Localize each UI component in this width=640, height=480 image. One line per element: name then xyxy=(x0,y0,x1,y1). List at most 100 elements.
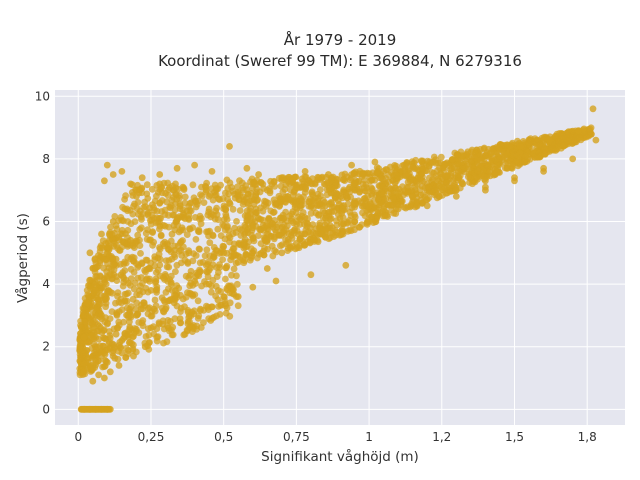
cloud-point xyxy=(149,241,157,249)
data-point xyxy=(130,352,137,360)
cloud-point xyxy=(248,231,256,239)
cloud-point xyxy=(139,288,147,296)
data-point xyxy=(365,218,373,225)
data-point xyxy=(112,330,120,338)
data-points xyxy=(76,105,600,413)
cloud-point xyxy=(328,184,336,192)
cloud-point xyxy=(305,198,313,206)
cloud-point xyxy=(392,184,400,192)
data-point xyxy=(147,324,155,332)
cloud-point xyxy=(315,211,322,219)
cloud-point xyxy=(284,247,291,255)
cloud-point xyxy=(88,353,96,360)
cloud-point xyxy=(242,250,250,258)
cloud-point xyxy=(413,198,421,206)
cloud-point xyxy=(125,318,133,326)
cloud-point xyxy=(107,288,114,296)
data-point xyxy=(109,261,117,269)
cloud-point xyxy=(375,194,382,202)
cloud-point xyxy=(434,159,442,167)
cloud-point xyxy=(233,218,240,225)
cloud-point xyxy=(250,200,258,208)
cloud-point xyxy=(244,201,252,209)
cloud-point xyxy=(177,291,184,299)
data-point xyxy=(400,161,408,169)
cloud-point xyxy=(428,178,436,186)
cloud-point xyxy=(314,230,322,238)
data-point xyxy=(156,180,164,188)
cloud-point xyxy=(129,295,137,303)
cloud-point xyxy=(112,299,119,307)
cloud-point xyxy=(302,183,310,191)
y-axis-ticks: 0 2 4 6 8 10 xyxy=(35,89,50,416)
cloud-point xyxy=(282,226,290,234)
cloud-point xyxy=(130,285,138,293)
data-point xyxy=(234,293,242,300)
cloud-point xyxy=(478,155,486,163)
cloud-point xyxy=(92,346,100,354)
cloud-point xyxy=(96,300,104,308)
cloud-point xyxy=(326,222,334,230)
cloud-point xyxy=(165,211,172,219)
cloud-point xyxy=(160,339,167,347)
cloud-point xyxy=(156,225,163,233)
cloud-point xyxy=(269,252,277,260)
cloud-point xyxy=(209,231,217,239)
cloud-point xyxy=(113,225,121,233)
data-point xyxy=(92,405,100,413)
data-point xyxy=(234,189,242,197)
cloud-point xyxy=(146,275,154,283)
data-point xyxy=(205,205,213,213)
cloud-point xyxy=(296,235,304,243)
data-point xyxy=(252,193,260,200)
data-point xyxy=(322,233,329,241)
cloud-point xyxy=(580,128,588,136)
cloud-point xyxy=(127,265,135,273)
data-point xyxy=(133,186,140,194)
cloud-point xyxy=(99,244,106,252)
cloud-point xyxy=(292,173,300,181)
data-point xyxy=(205,193,213,200)
cloud-point xyxy=(411,183,419,191)
cloud-point xyxy=(346,208,354,216)
x-axis-ticks: 0 0,25 0,5 0,75 1 1,2 1,5 1,8 xyxy=(74,430,596,444)
cloud-point xyxy=(173,191,180,198)
cloud-point xyxy=(189,224,197,232)
cloud-point xyxy=(129,210,137,218)
cloud-point xyxy=(104,319,111,327)
data-point xyxy=(118,337,126,344)
cloud-point xyxy=(361,212,369,220)
y-tick-label: 0 xyxy=(42,402,50,416)
cloud-point xyxy=(402,171,410,179)
cloud-point xyxy=(143,181,151,189)
cloud-point xyxy=(194,297,202,305)
cloud-point xyxy=(208,303,216,311)
cloud-point xyxy=(212,186,220,194)
cloud-point xyxy=(192,236,200,243)
cloud-point xyxy=(174,214,181,222)
data-point xyxy=(511,177,518,185)
data-point xyxy=(109,218,117,225)
cloud-point xyxy=(212,282,220,290)
data-point xyxy=(307,271,315,279)
cloud-point xyxy=(124,289,132,297)
data-point xyxy=(176,202,184,210)
cloud-point xyxy=(271,247,278,254)
data-point xyxy=(487,149,495,157)
cloud-point xyxy=(151,296,159,304)
cloud-point xyxy=(116,247,124,254)
cloud-point xyxy=(111,213,119,220)
cloud-point xyxy=(256,188,264,196)
data-point xyxy=(278,249,286,257)
cloud-point xyxy=(122,344,130,352)
data-point xyxy=(516,143,524,150)
cloud-point xyxy=(223,176,231,184)
data-point xyxy=(263,265,271,272)
cloud-point xyxy=(275,192,283,200)
cloud-point xyxy=(373,169,381,177)
cloud-point xyxy=(468,153,475,160)
cloud-point xyxy=(140,204,148,211)
data-point xyxy=(162,305,169,313)
data-point xyxy=(226,199,233,207)
